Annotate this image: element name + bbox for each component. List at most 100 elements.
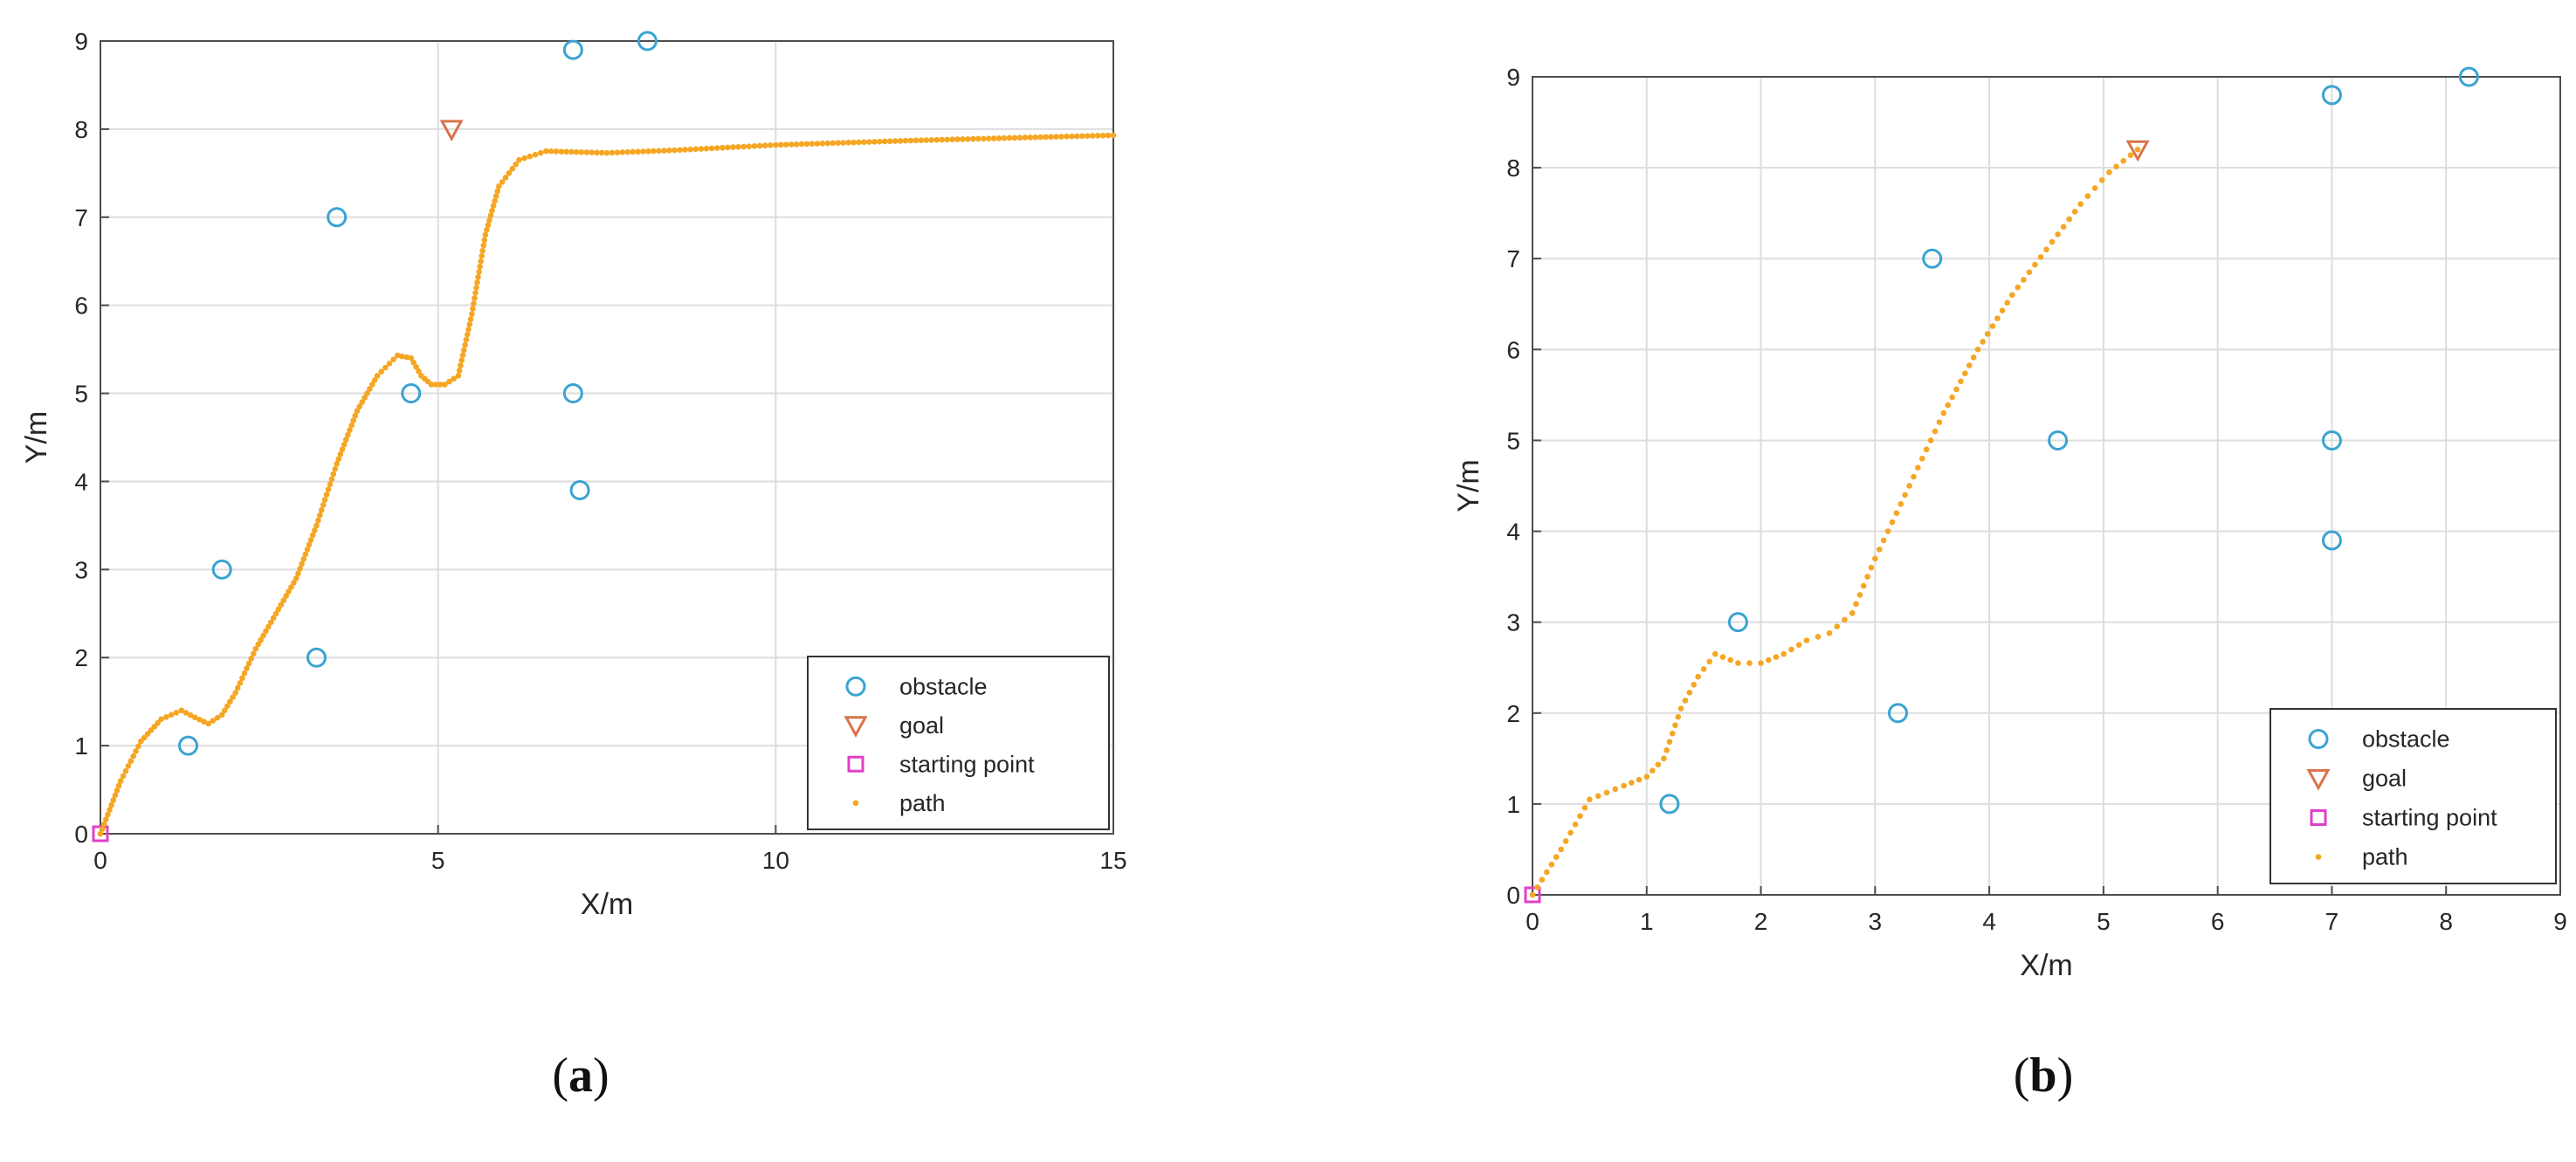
path-point — [399, 353, 405, 360]
path-point — [677, 147, 683, 154]
y-tick-label: 3 — [74, 556, 88, 583]
y-axis-label: Y/m — [1452, 459, 1485, 512]
path-point — [100, 821, 107, 828]
path-point — [698, 146, 705, 152]
path-point — [1999, 307, 2006, 314]
path-point — [1595, 793, 1601, 800]
path-point — [1727, 657, 1733, 664]
path-point — [1765, 657, 1772, 664]
path-point — [367, 386, 373, 392]
path-point — [368, 382, 375, 388]
path-point — [2113, 163, 2119, 170]
x-tick-label: 0 — [1526, 908, 1539, 935]
legend-marker — [844, 716, 868, 738]
path-point — [237, 680, 244, 686]
path-point — [359, 399, 365, 405]
path-point — [563, 148, 569, 155]
path-point — [335, 456, 342, 463]
path-point — [740, 143, 747, 150]
x-tick-label: 7 — [2325, 908, 2339, 935]
path-point — [830, 140, 837, 147]
path-point — [122, 767, 129, 774]
path-point — [210, 718, 217, 724]
y-tick-label: 4 — [74, 468, 88, 495]
path-point — [258, 636, 264, 643]
path-point — [746, 143, 753, 149]
obstacle-point — [2321, 430, 2342, 450]
path-point — [598, 149, 605, 156]
path-point — [1842, 616, 1848, 623]
path-point — [630, 148, 637, 155]
path-point — [1970, 354, 1977, 361]
path-point — [486, 217, 492, 223]
path-point — [158, 716, 164, 723]
path-point — [866, 139, 872, 145]
path-point — [241, 670, 248, 677]
x-tick-label: 10 — [762, 847, 789, 874]
path-point — [1849, 609, 1856, 616]
path-point — [1636, 776, 1643, 783]
path-point — [1880, 537, 1887, 544]
path-point — [1853, 601, 1859, 608]
path-point — [163, 714, 169, 720]
path-point — [1629, 780, 1635, 786]
path-point — [227, 698, 233, 705]
path-point — [1655, 761, 1662, 768]
legend: obstacle goal starting point path — [807, 656, 1110, 830]
path-point — [666, 148, 672, 154]
path-point — [2021, 277, 2027, 283]
obstacle-point — [2321, 85, 2342, 106]
path-point — [178, 707, 185, 714]
path-point — [995, 135, 1002, 141]
path-point — [275, 606, 282, 613]
path-point — [148, 727, 155, 733]
path-point — [793, 141, 800, 148]
y-tick-label: 1 — [74, 732, 88, 760]
path-point — [1074, 133, 1080, 140]
path-point — [465, 327, 472, 333]
path-point — [332, 465, 339, 472]
path-point — [730, 144, 736, 150]
path-point — [489, 207, 495, 214]
path-point — [845, 140, 851, 146]
path-point — [1675, 713, 1682, 720]
path-point — [1918, 455, 1925, 462]
path-point — [589, 149, 595, 155]
path-point — [1650, 767, 1656, 774]
path-point — [295, 570, 301, 577]
obstacle-point — [1887, 703, 1908, 724]
path-point — [1902, 492, 1908, 498]
path-point — [1795, 642, 1802, 648]
path-point — [1577, 813, 1583, 820]
path-point — [851, 139, 857, 146]
y-tick-label: 7 — [1506, 245, 1520, 272]
path-point — [1980, 339, 1986, 345]
obstacle-point — [1659, 794, 1680, 815]
path-point — [2127, 152, 2134, 159]
path-point — [553, 148, 560, 155]
path-point — [1860, 582, 1867, 589]
obstacle-point — [2458, 66, 2479, 87]
path-point — [105, 811, 111, 818]
path-point — [1544, 869, 1550, 876]
path-point — [1027, 134, 1034, 141]
legend-marker — [2306, 769, 2331, 791]
path-point — [640, 148, 646, 155]
path-point — [2060, 223, 2067, 230]
path-point — [1949, 394, 1955, 401]
series-path — [97, 132, 1117, 837]
path-point — [151, 723, 158, 730]
path-point — [1037, 134, 1044, 141]
obstacle-point — [1922, 248, 1943, 269]
path-point — [408, 354, 415, 361]
path-point — [362, 395, 368, 401]
x-tick-label: 6 — [2211, 908, 2225, 935]
series-goal — [439, 120, 464, 142]
path-point — [234, 684, 241, 691]
path-point — [1105, 132, 1112, 139]
path-point — [187, 712, 194, 719]
y-tick-label: 9 — [74, 28, 88, 55]
path-point — [1758, 660, 1764, 666]
path-point — [980, 135, 987, 142]
path-point — [410, 359, 417, 366]
